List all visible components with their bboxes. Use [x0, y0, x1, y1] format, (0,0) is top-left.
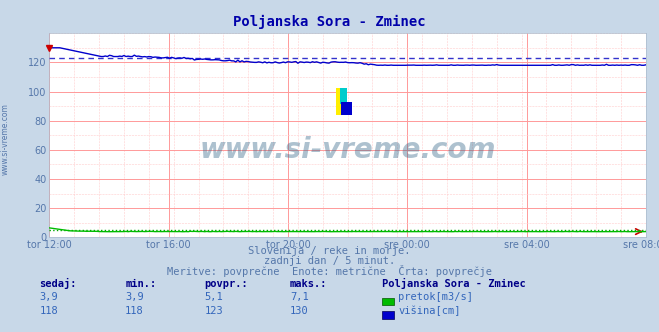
Text: maks.:: maks.:	[290, 279, 328, 289]
Text: www.si-vreme.com: www.si-vreme.com	[200, 135, 496, 164]
Text: višina[cm]: višina[cm]	[398, 305, 461, 316]
Text: 118: 118	[40, 306, 58, 316]
Text: sedaj:: sedaj:	[40, 278, 77, 289]
Text: 123: 123	[204, 306, 223, 316]
Text: povpr.:: povpr.:	[204, 279, 248, 289]
Text: Poljanska Sora - Zminec: Poljanska Sora - Zminec	[233, 15, 426, 29]
Text: 7,1: 7,1	[290, 292, 308, 302]
Text: zadnji dan / 5 minut.: zadnji dan / 5 minut.	[264, 256, 395, 266]
Text: 5,1: 5,1	[204, 292, 223, 302]
Text: 130: 130	[290, 306, 308, 316]
Text: 3,9: 3,9	[125, 292, 144, 302]
Text: 118: 118	[125, 306, 144, 316]
Text: 3,9: 3,9	[40, 292, 58, 302]
Text: www.si-vreme.com: www.si-vreme.com	[1, 104, 10, 175]
Text: Poljanska Sora - Zminec: Poljanska Sora - Zminec	[382, 278, 526, 289]
Text: Slovenija / reke in morje.: Slovenija / reke in morje.	[248, 246, 411, 256]
Text: min.:: min.:	[125, 279, 156, 289]
Text: Meritve: povprečne  Enote: metrične  Črta: povprečje: Meritve: povprečne Enote: metrične Črta:…	[167, 265, 492, 277]
Text: pretok[m3/s]: pretok[m3/s]	[398, 292, 473, 302]
